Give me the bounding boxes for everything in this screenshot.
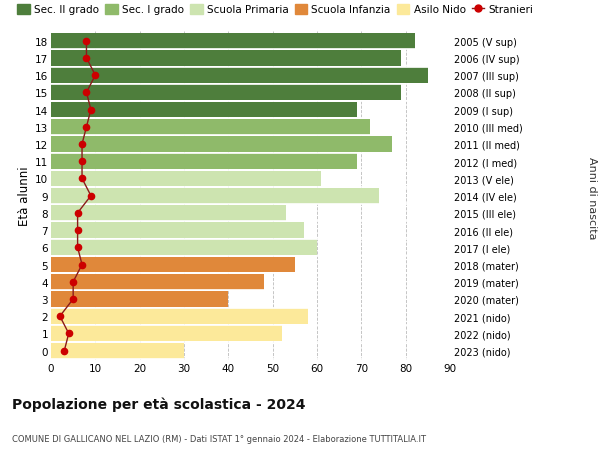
- Y-axis label: Età alunni: Età alunni: [18, 167, 31, 226]
- Text: Anni di nascita: Anni di nascita: [587, 156, 597, 239]
- Text: COMUNE DI GALLICANO NEL LAZIO (RM) - Dati ISTAT 1° gennaio 2024 - Elaborazione T: COMUNE DI GALLICANO NEL LAZIO (RM) - Dat…: [12, 434, 426, 443]
- Bar: [51, 102, 357, 118]
- Bar: [51, 85, 401, 101]
- Bar: [51, 171, 322, 187]
- Bar: [51, 274, 264, 290]
- Bar: [51, 291, 229, 307]
- Bar: [51, 154, 357, 170]
- Text: Popolazione per età scolastica - 2024: Popolazione per età scolastica - 2024: [12, 397, 305, 412]
- Bar: [51, 223, 304, 239]
- Bar: [51, 343, 184, 359]
- Bar: [51, 326, 281, 341]
- Bar: [51, 68, 428, 84]
- Bar: [51, 257, 295, 273]
- Bar: [51, 120, 370, 135]
- Bar: [51, 206, 286, 221]
- Bar: [51, 188, 379, 204]
- Legend: Sec. II grado, Sec. I grado, Scuola Primaria, Scuola Infanzia, Asilo Nido, Stran: Sec. II grado, Sec. I grado, Scuola Prim…: [17, 5, 533, 16]
- Bar: [51, 51, 401, 67]
- Bar: [51, 137, 392, 152]
- Bar: [51, 308, 308, 325]
- Bar: [51, 240, 317, 256]
- Bar: [51, 34, 415, 50]
